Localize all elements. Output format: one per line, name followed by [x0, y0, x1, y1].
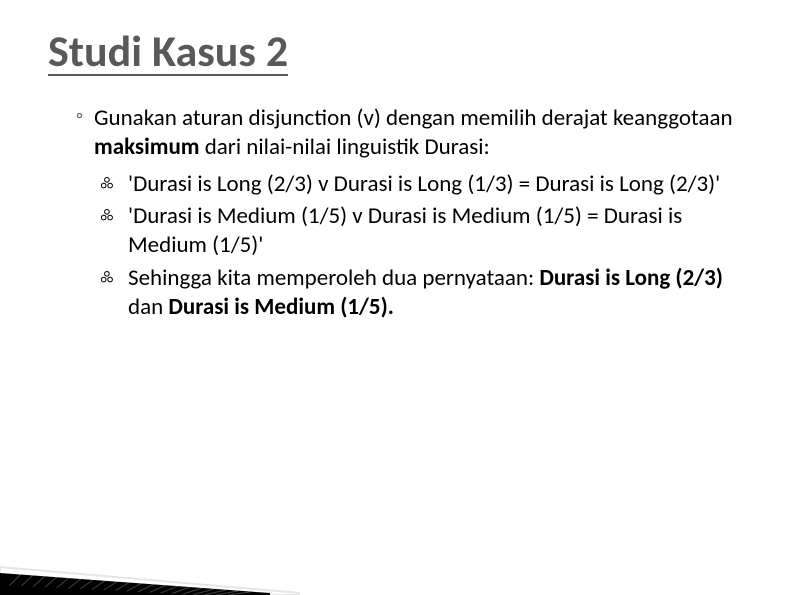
curlicue-icon: ༜	[100, 173, 114, 198]
corner-hatch	[0, 573, 250, 595]
list-item-text-mid: dan	[128, 293, 168, 321]
list-item: ༜ 'Durasi is Long (2/3) v Durasi is Long…	[100, 170, 746, 199]
slide-title: Studi Kasus 2	[48, 28, 288, 76]
list-item-text-pre: Sehingga kita memperoleh dua pernyataan:	[128, 264, 539, 292]
curlicue-icon: ༜	[100, 267, 114, 292]
list-item: ༜ Sehingga kita memperoleh dua pernyataa…	[100, 264, 746, 322]
list-item-bold-2: Durasi is Medium (1/5).	[168, 293, 394, 321]
intro-post: dari nilai-nilai linguistik Durasi:	[200, 133, 490, 161]
slide-body: Gunakan aturan disjunction (v) dengan me…	[48, 104, 746, 321]
intro-pre: Gunakan aturan disjunction (v) dengan me…	[94, 104, 733, 132]
corner-outline	[0, 567, 300, 595]
list-item: ༜ 'Durasi is Medium (1/5) v Durasi is Me…	[100, 202, 746, 260]
list-item-bold-1: Durasi is Long (2/3)	[539, 264, 723, 292]
corner-decoration	[0, 505, 300, 595]
intro-bold: maksimum	[94, 133, 200, 161]
list-item-text: 'Durasi is Long (2/3) v Durasi is Long (…	[128, 170, 720, 198]
slide: Studi Kasus 2 Gunakan aturan disjunction…	[0, 0, 794, 595]
curlicue-icon: ༜	[100, 205, 114, 230]
corner-band	[0, 573, 270, 595]
list-item-text: 'Durasi is Medium (1/5) v Durasi is Medi…	[128, 202, 682, 259]
intro-paragraph: Gunakan aturan disjunction (v) dengan me…	[76, 104, 746, 162]
bullet-list: ༜ 'Durasi is Long (2/3) v Durasi is Long…	[76, 170, 746, 322]
corner-wedge	[0, 585, 200, 595]
